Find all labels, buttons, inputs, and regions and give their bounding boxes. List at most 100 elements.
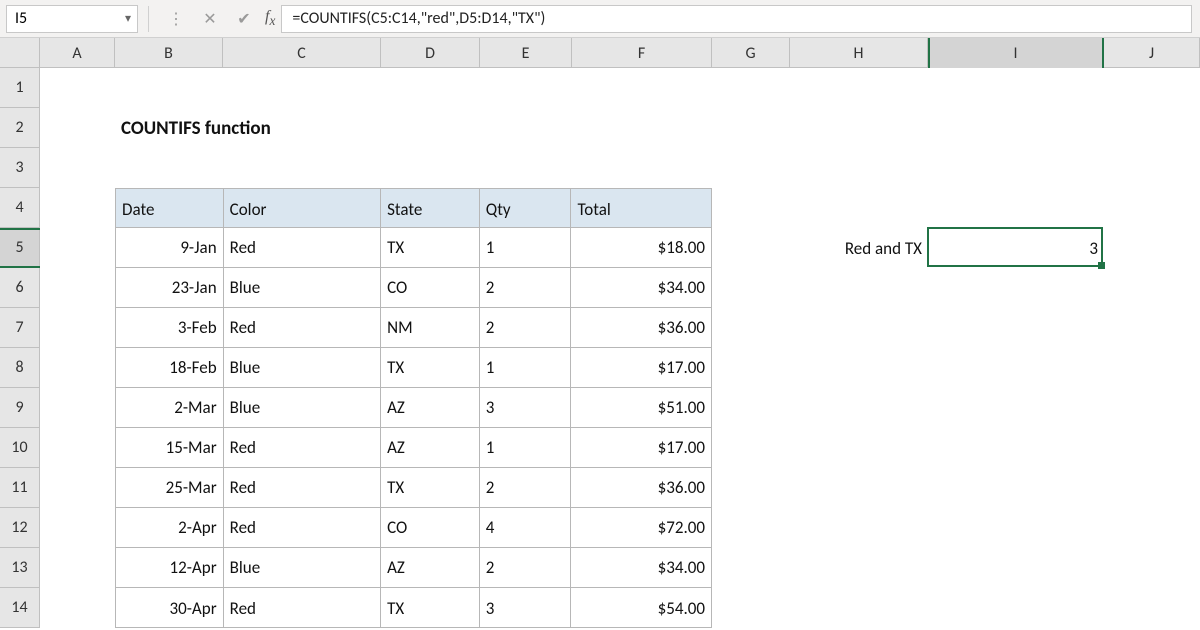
col-header-b[interactable]: B bbox=[115, 38, 223, 68]
table-cell[interactable]: 2 bbox=[480, 268, 572, 308]
row-header-5[interactable]: 5 bbox=[0, 228, 39, 268]
table-cell[interactable]: 9-Jan bbox=[116, 228, 224, 268]
table-cell[interactable]: 3 bbox=[480, 588, 572, 628]
accept-icon[interactable]: ✔ bbox=[230, 5, 258, 33]
row-header-6[interactable]: 6 bbox=[0, 268, 39, 308]
cell-a8[interactable] bbox=[40, 348, 115, 388]
row-header-2[interactable]: 2 bbox=[0, 108, 39, 148]
cell-a2[interactable] bbox=[40, 108, 115, 148]
table-cell[interactable]: $36.00 bbox=[571, 308, 711, 348]
result-label[interactable]: Red and TX bbox=[790, 228, 928, 268]
row-header-13[interactable]: 13 bbox=[0, 548, 39, 588]
th-date[interactable]: Date bbox=[116, 189, 224, 229]
th-state[interactable]: State bbox=[381, 189, 480, 229]
th-qty[interactable]: Qty bbox=[480, 189, 572, 229]
page-title[interactable]: COUNTIFS function bbox=[115, 108, 381, 148]
row-header-11[interactable]: 11 bbox=[0, 468, 39, 508]
table-cell[interactable]: TX bbox=[381, 588, 480, 628]
table-cell[interactable]: AZ bbox=[381, 388, 480, 428]
result-value[interactable]: 3 bbox=[928, 228, 1104, 268]
table-cell[interactable]: 3 bbox=[480, 388, 572, 428]
col-header-g[interactable]: G bbox=[712, 38, 790, 68]
table-cell[interactable]: 2 bbox=[480, 468, 572, 508]
name-box[interactable]: I5 ▾ bbox=[6, 5, 138, 33]
table-cell[interactable]: Red bbox=[224, 308, 381, 348]
table-cell[interactable]: TX bbox=[381, 348, 480, 388]
table-cell[interactable]: AZ bbox=[381, 428, 480, 468]
table-cell[interactable]: $18.00 bbox=[571, 228, 711, 268]
table-cell[interactable]: $34.00 bbox=[571, 548, 711, 588]
table-cell[interactable]: 15-Mar bbox=[116, 428, 224, 468]
col-header-c[interactable]: C bbox=[223, 38, 381, 68]
table-cell[interactable]: TX bbox=[381, 228, 480, 268]
col-header-i[interactable]: I bbox=[928, 38, 1104, 68]
table-cell[interactable]: 30-Apr bbox=[116, 588, 224, 628]
table-cell[interactable]: Red bbox=[224, 428, 381, 468]
table-cell[interactable]: NM bbox=[381, 308, 480, 348]
table-cell[interactable]: CO bbox=[381, 268, 480, 308]
name-box-dropdown-icon[interactable]: ▾ bbox=[125, 11, 131, 26]
table-cell[interactable]: 23-Jan bbox=[116, 268, 224, 308]
table-cell[interactable]: 1 bbox=[480, 348, 572, 388]
col-header-j[interactable]: J bbox=[1104, 38, 1200, 68]
table-cell[interactable]: 25-Mar bbox=[116, 468, 224, 508]
table-cell[interactable]: $36.00 bbox=[571, 468, 711, 508]
row-header-1[interactable]: 1 bbox=[0, 68, 39, 108]
cell-a10[interactable] bbox=[40, 428, 115, 468]
row-header-4[interactable]: 4 bbox=[0, 188, 39, 228]
table-cell[interactable]: 3-Feb bbox=[116, 308, 224, 348]
row-header-8[interactable]: 8 bbox=[0, 348, 39, 388]
table-cell[interactable]: $17.00 bbox=[571, 428, 711, 468]
col-header-a[interactable]: A bbox=[40, 38, 115, 68]
table-cell[interactable]: Blue bbox=[224, 388, 381, 428]
table-cell[interactable]: Red bbox=[224, 588, 381, 628]
table-cell[interactable]: 4 bbox=[480, 508, 572, 548]
select-all-corner[interactable] bbox=[0, 38, 40, 68]
table-cell[interactable]: $34.00 bbox=[571, 268, 711, 308]
row-header-7[interactable]: 7 bbox=[0, 308, 39, 348]
table-cell[interactable]: AZ bbox=[381, 548, 480, 588]
table-cell[interactable]: Red bbox=[224, 468, 381, 508]
table-cell[interactable]: 2-Mar bbox=[116, 388, 224, 428]
table-cell[interactable]: $72.00 bbox=[571, 508, 711, 548]
cells-area[interactable]: COUNTIFS function Date Color State Qty T… bbox=[40, 68, 1200, 628]
table-cell[interactable]: 1 bbox=[480, 228, 572, 268]
table-cell[interactable]: 18-Feb bbox=[116, 348, 224, 388]
cell-a9[interactable] bbox=[40, 388, 115, 428]
cell-a5[interactable] bbox=[40, 228, 115, 268]
table-cell[interactable]: 2 bbox=[480, 548, 572, 588]
fx-icon[interactable]: fx bbox=[265, 8, 275, 29]
formula-input[interactable]: =COUNTIFS(C5:C14,"red",D5:D14,"TX") bbox=[281, 5, 1192, 33]
cancel-icon[interactable]: ✕ bbox=[196, 5, 224, 33]
cell-a7[interactable] bbox=[40, 308, 115, 348]
table-cell[interactable]: $54.00 bbox=[571, 588, 711, 628]
table-cell[interactable]: TX bbox=[381, 468, 480, 508]
table-cell[interactable]: Blue bbox=[224, 548, 381, 588]
col-header-f[interactable]: F bbox=[572, 38, 712, 68]
dots-menu-icon[interactable]: ⋮ bbox=[162, 5, 190, 33]
cell-a4[interactable] bbox=[40, 188, 115, 228]
th-total[interactable]: Total bbox=[571, 189, 711, 229]
th-color[interactable]: Color bbox=[224, 189, 381, 229]
table-cell[interactable]: Blue bbox=[224, 268, 381, 308]
cell-a13[interactable] bbox=[40, 548, 115, 588]
table-cell[interactable]: Blue bbox=[224, 348, 381, 388]
row-header-3[interactable]: 3 bbox=[0, 148, 39, 188]
cell-a14[interactable] bbox=[40, 588, 115, 628]
row-header-14[interactable]: 14 bbox=[0, 588, 39, 628]
row-header-9[interactable]: 9 bbox=[0, 388, 39, 428]
table-cell[interactable]: 12-Apr bbox=[116, 548, 224, 588]
worksheet[interactable]: ABCDEFGHIJ 1234567891011121314 COUNTIFS … bbox=[0, 38, 1200, 630]
table-cell[interactable]: 2-Apr bbox=[116, 508, 224, 548]
table-cell[interactable]: $51.00 bbox=[571, 388, 711, 428]
table-cell[interactable]: 2 bbox=[480, 308, 572, 348]
cell-a6[interactable] bbox=[40, 268, 115, 308]
table-cell[interactable]: CO bbox=[381, 508, 480, 548]
cell-a11[interactable] bbox=[40, 468, 115, 508]
col-header-e[interactable]: E bbox=[480, 38, 572, 68]
row-header-12[interactable]: 12 bbox=[0, 508, 39, 548]
table-cell[interactable]: $17.00 bbox=[571, 348, 711, 388]
table-cell[interactable]: 1 bbox=[480, 428, 572, 468]
cell-a12[interactable] bbox=[40, 508, 115, 548]
table-cell[interactable]: Red bbox=[224, 508, 381, 548]
